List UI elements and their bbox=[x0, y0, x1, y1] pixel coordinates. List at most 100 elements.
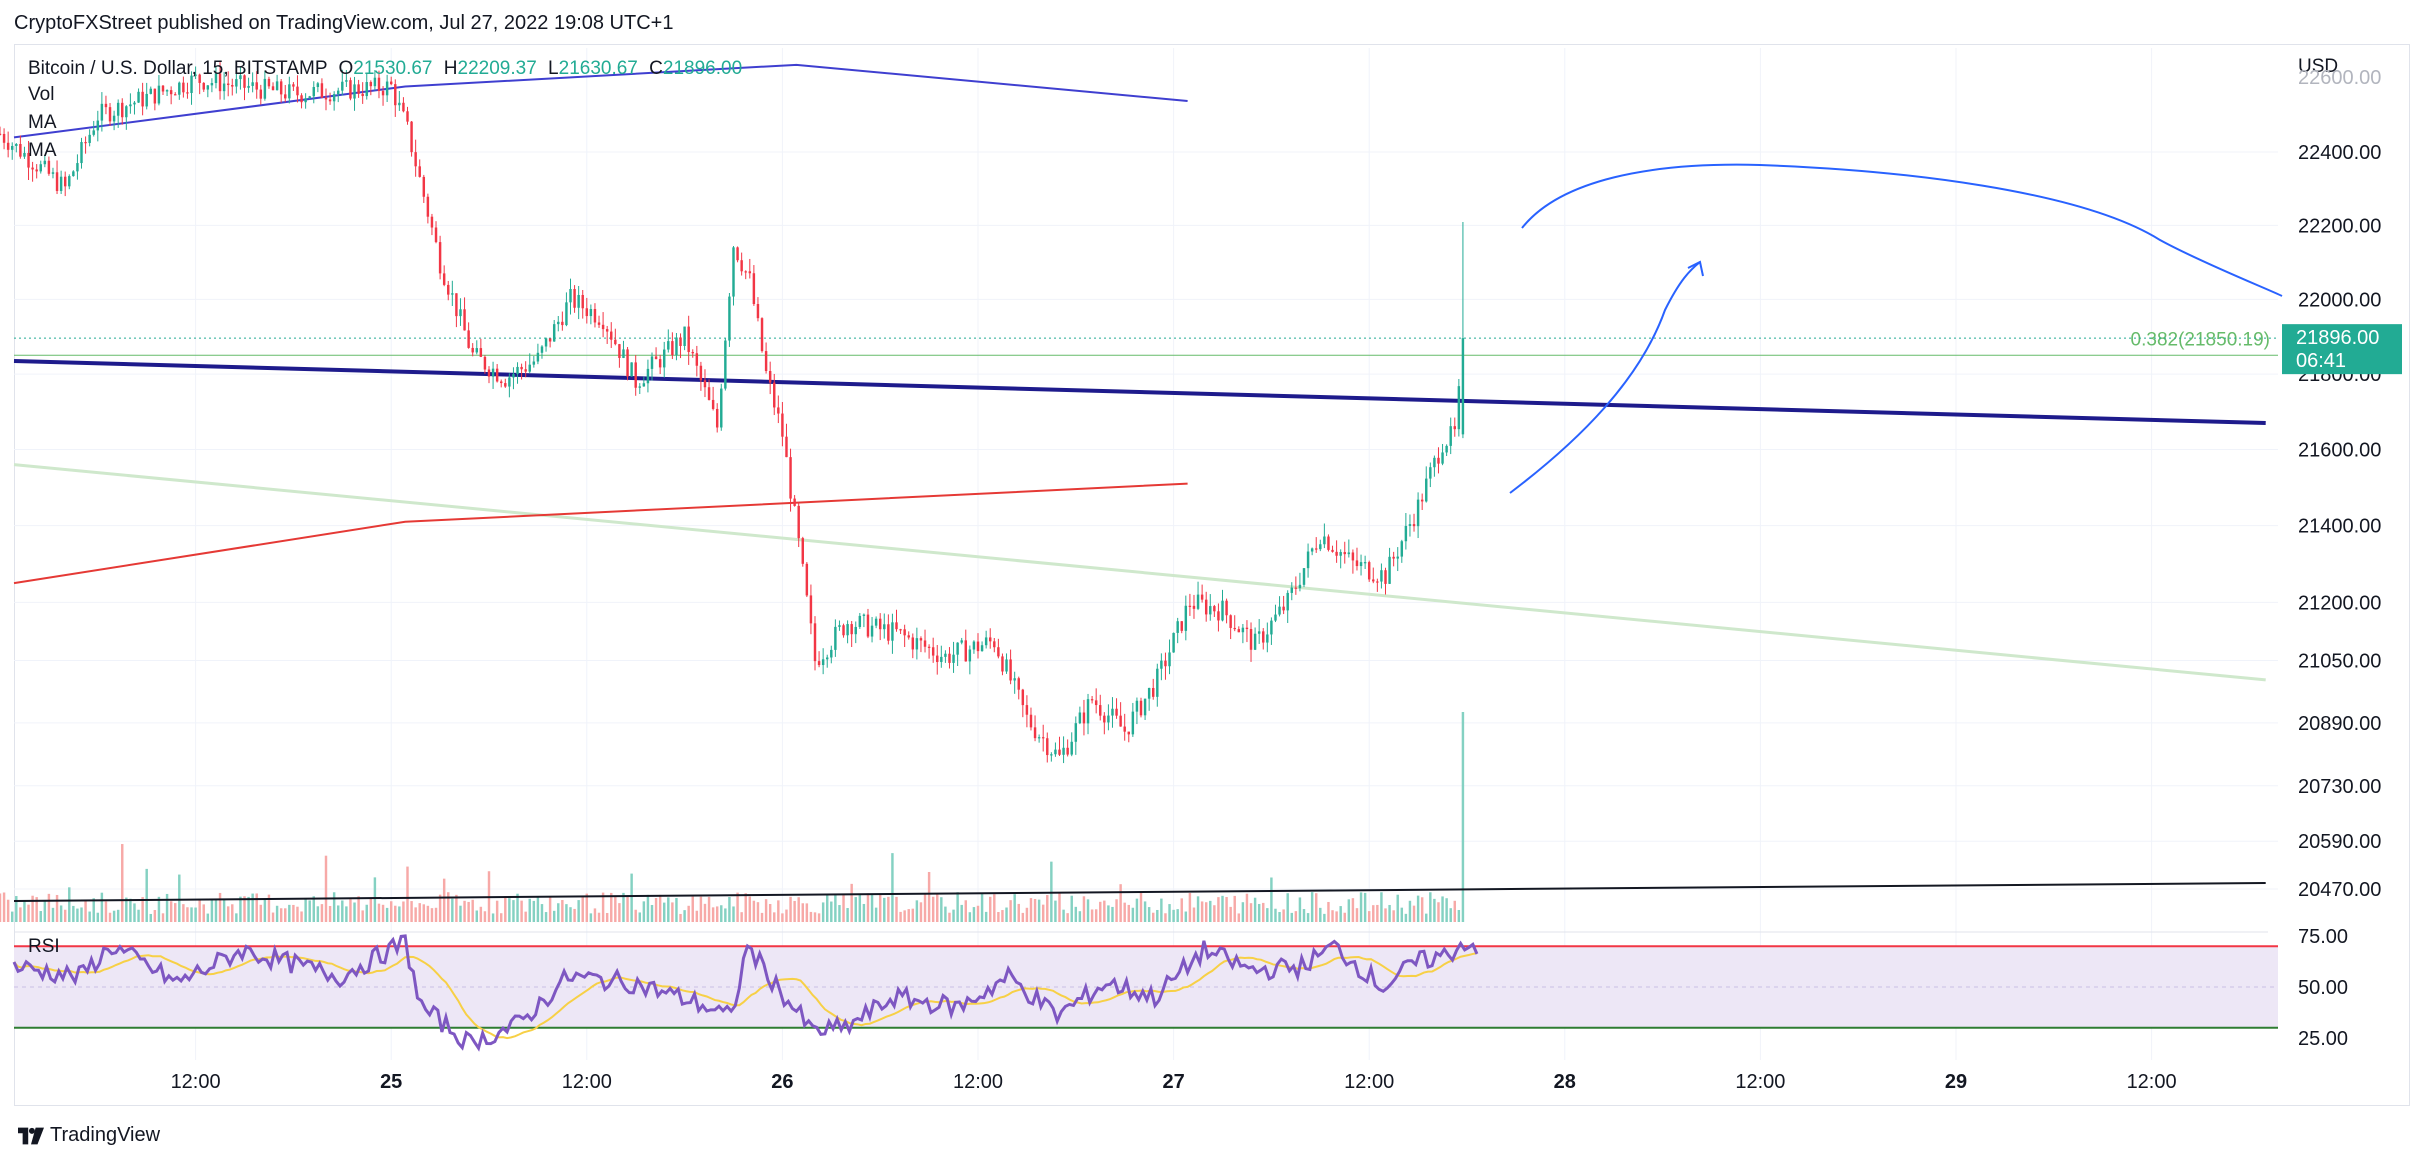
volume-bar bbox=[744, 893, 747, 922]
candle-body bbox=[1335, 551, 1338, 556]
forecast-curve bbox=[1521, 163, 2283, 297]
volume-bar bbox=[1062, 909, 1065, 922]
open-value: 21530.67 bbox=[353, 58, 433, 79]
candle-body bbox=[1429, 467, 1432, 479]
volume-bar bbox=[410, 901, 413, 922]
candle-body bbox=[104, 103, 108, 108]
candle-body bbox=[728, 296, 731, 341]
high-label: H bbox=[443, 58, 458, 79]
candle-body bbox=[1086, 699, 1090, 724]
volume-bar bbox=[891, 853, 894, 922]
candle-body bbox=[357, 84, 360, 94]
ma-legend-1[interactable]: MA bbox=[28, 112, 57, 133]
time-tick-label: 28 bbox=[1554, 1071, 1576, 1093]
candle-body bbox=[495, 368, 499, 382]
volume-bar bbox=[406, 866, 409, 922]
volume-bar bbox=[1392, 910, 1395, 922]
candle-body bbox=[1127, 731, 1130, 735]
candle-body bbox=[1372, 579, 1375, 582]
volume-bar bbox=[883, 897, 886, 922]
volume-bar bbox=[895, 896, 898, 922]
chart-frame bbox=[14, 44, 2410, 1106]
volume-bar bbox=[1343, 912, 1346, 922]
volume-bar bbox=[610, 892, 613, 922]
volume-bar bbox=[846, 908, 849, 922]
candle-body bbox=[406, 111, 409, 122]
volume-bar bbox=[1249, 903, 1253, 922]
volume-bar bbox=[19, 907, 22, 922]
candle-body bbox=[724, 340, 727, 389]
volume-bar bbox=[899, 911, 902, 922]
candle-body bbox=[1416, 499, 1420, 527]
volume-bar bbox=[923, 893, 927, 922]
candle-body bbox=[903, 629, 906, 636]
candle-body bbox=[1257, 631, 1261, 634]
volume-bar bbox=[911, 908, 915, 922]
candle-body bbox=[1013, 678, 1016, 681]
symbol-legend[interactable]: Bitcoin / U.S. Dollar, 15, BITSTAMP O215… bbox=[28, 58, 742, 80]
volume-bar bbox=[1445, 898, 1448, 922]
candle-body bbox=[638, 386, 641, 388]
volume-bar bbox=[116, 909, 120, 922]
volume-bar bbox=[1347, 899, 1351, 922]
candle-body bbox=[707, 387, 711, 400]
volume-legend[interactable]: Vol bbox=[28, 84, 55, 105]
volume-bar bbox=[275, 905, 279, 922]
volume-bar bbox=[1376, 904, 1379, 922]
volume-bar bbox=[907, 909, 910, 922]
volume-bar bbox=[271, 912, 275, 922]
ma-legend-2[interactable]: MA bbox=[28, 140, 57, 161]
volume-bar bbox=[801, 903, 804, 922]
volume-bar bbox=[1115, 899, 1118, 922]
candle-body bbox=[328, 99, 332, 102]
candle-body bbox=[1046, 738, 1049, 756]
volume-bar bbox=[1290, 912, 1293, 922]
candle-body bbox=[744, 271, 747, 273]
volume-bar bbox=[1425, 913, 1428, 922]
rsi-tick-label: 75.00 bbox=[2298, 926, 2348, 948]
rsi-legend[interactable]: RSI bbox=[28, 936, 60, 957]
price-tick-label: 22000.00 bbox=[2298, 289, 2381, 311]
volume-bar bbox=[1074, 906, 1078, 922]
candle-body bbox=[614, 339, 617, 345]
candle-body bbox=[1298, 584, 1302, 589]
candle-body bbox=[1196, 594, 1200, 609]
volume-bar bbox=[720, 905, 723, 922]
volume-bar bbox=[1196, 896, 1200, 922]
volume-bar bbox=[826, 894, 829, 922]
candle-body bbox=[1103, 715, 1106, 723]
volume-bar bbox=[1396, 894, 1399, 922]
volume-bar bbox=[557, 903, 560, 922]
volume-bar bbox=[149, 913, 152, 922]
candle-body bbox=[206, 85, 210, 90]
volume-bar bbox=[165, 893, 169, 922]
candle-body bbox=[442, 273, 446, 285]
volume-bar bbox=[80, 907, 83, 922]
candle-body bbox=[1009, 659, 1012, 681]
volume-bar bbox=[817, 913, 821, 922]
candle-body bbox=[1041, 737, 1045, 739]
candle-body bbox=[1363, 562, 1367, 564]
candle-body bbox=[6, 142, 10, 150]
candle-body bbox=[654, 356, 658, 360]
candle-body bbox=[161, 85, 165, 92]
candle-body bbox=[565, 302, 568, 326]
tradingview-logo[interactable]: TradingView bbox=[18, 1124, 160, 1147]
candle-body bbox=[182, 82, 185, 93]
time-tick-label: 12:00 bbox=[953, 1071, 1003, 1093]
volume-bar bbox=[1001, 910, 1004, 922]
candle-body bbox=[512, 374, 515, 378]
volume-bar bbox=[141, 897, 144, 922]
candle-body bbox=[153, 88, 157, 104]
candle-body bbox=[532, 361, 536, 365]
volume-bar bbox=[475, 910, 478, 922]
candle-body bbox=[174, 94, 177, 96]
candle-body bbox=[247, 85, 250, 88]
candle-body bbox=[337, 90, 340, 95]
volume-bar bbox=[866, 893, 870, 922]
candle-body bbox=[349, 80, 352, 99]
volume-bar bbox=[552, 910, 556, 922]
volume-bar bbox=[1380, 892, 1383, 922]
candle-body bbox=[31, 167, 34, 170]
